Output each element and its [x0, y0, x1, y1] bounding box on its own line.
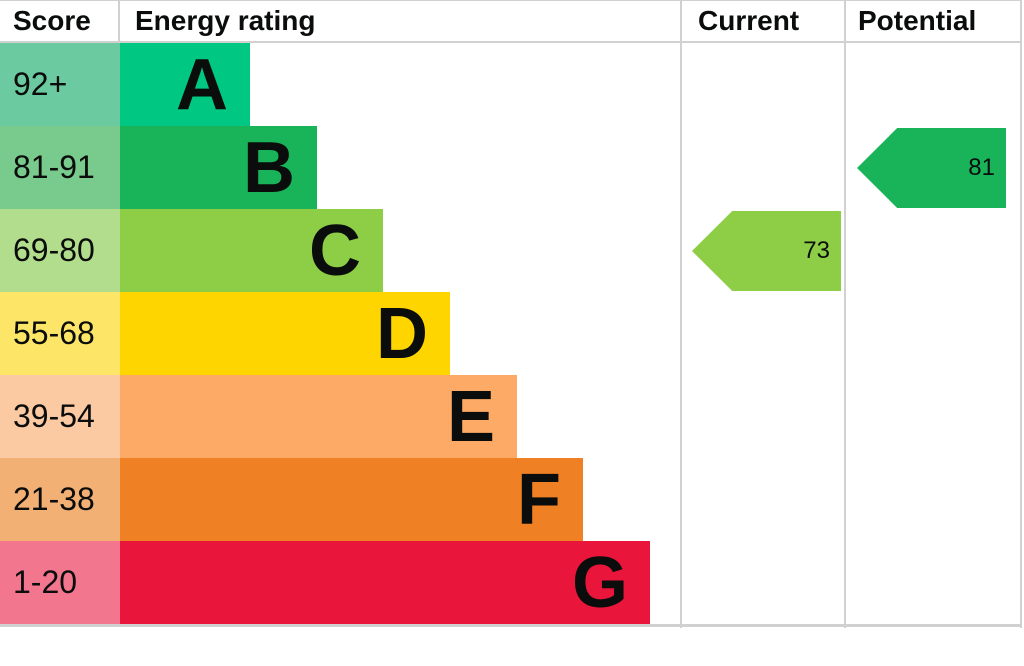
score-cell-b: 81-91	[0, 126, 120, 209]
score-cell-a: 92+	[0, 43, 120, 126]
epc-table: Score Energy rating Current Potential 92…	[0, 0, 1022, 628]
column-divider-potential	[844, 1, 846, 628]
column-divider-current	[680, 1, 682, 628]
header-potential: Potential	[858, 5, 977, 36]
score-cell-f: 21-38	[0, 458, 120, 541]
score-cell-g: 1-20	[0, 541, 120, 624]
rating-bar-g: G	[120, 541, 650, 624]
band-rows: 92+ A 81-91 B 69-80 C 55-68 D 39-54 E 21…	[0, 43, 1022, 624]
table-right-border	[1020, 1, 1022, 628]
score-cell-e: 39-54	[0, 375, 120, 458]
header-score: Score	[13, 5, 91, 36]
band-row-a: 92+ A	[0, 43, 1022, 126]
rating-bar-e: E	[120, 375, 517, 458]
header-current: Current	[698, 5, 800, 36]
score-cell-c: 69-80	[0, 209, 120, 292]
score-cell-d: 55-68	[0, 292, 120, 375]
band-row-e: 39-54 E	[0, 375, 1022, 458]
band-row-b: 81-91 B	[0, 126, 1022, 209]
column-divider-score	[118, 1, 120, 43]
band-row-d: 55-68 D	[0, 292, 1022, 375]
rating-bar-a: A	[120, 43, 250, 126]
band-row-c: 69-80 C	[0, 209, 1022, 292]
band-row-g: 1-20 G	[0, 541, 1022, 624]
current-rating-value: 73	[803, 237, 830, 264]
header-row: Score Energy rating Current Potential	[0, 1, 1022, 43]
band-row-f: 21-38 F	[0, 458, 1022, 541]
rating-bar-f: F	[120, 458, 583, 541]
potential-rating-value: 81	[968, 154, 995, 181]
rating-bar-c: C	[120, 209, 383, 292]
header-energy-rating: Energy rating	[135, 5, 316, 36]
rating-bar-d: D	[120, 292, 450, 375]
rating-bar-b: B	[120, 126, 317, 209]
